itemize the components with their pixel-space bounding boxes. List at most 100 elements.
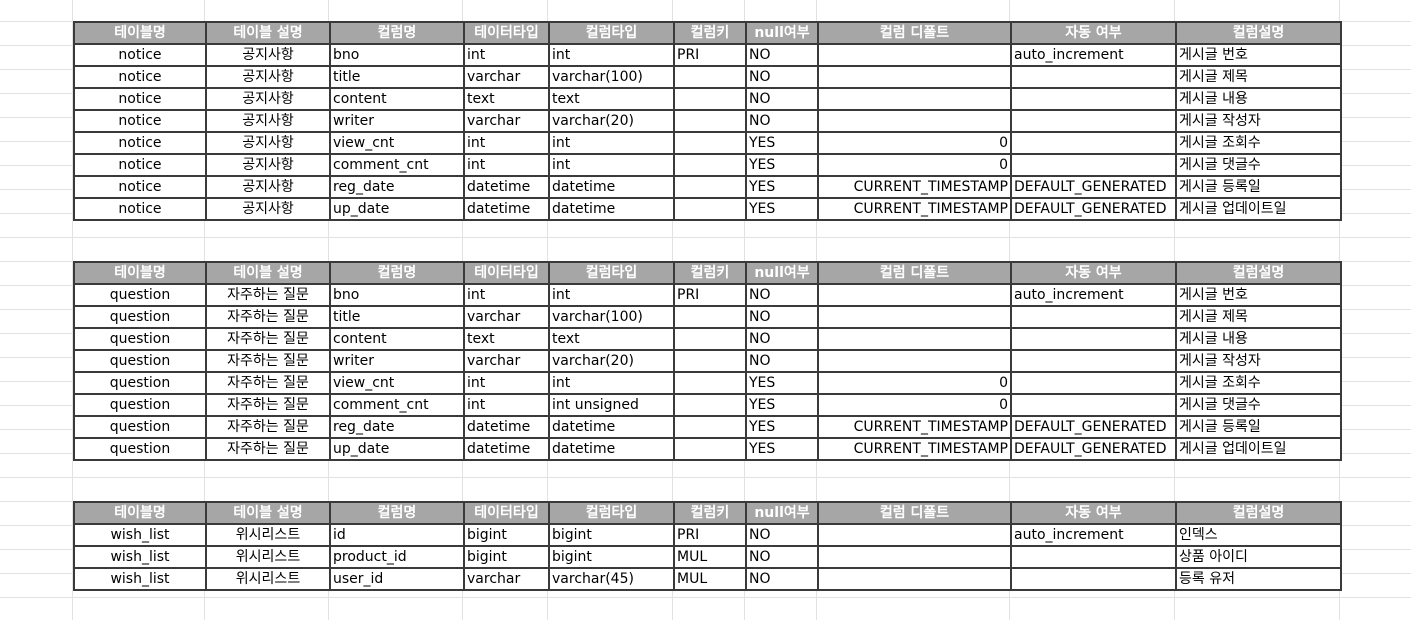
cell-table-name[interactable]: question — [74, 394, 206, 416]
cell-auto-flag[interactable]: auto_increment — [1011, 524, 1176, 546]
cell-nullable[interactable]: NO — [746, 350, 818, 372]
cell-column-default[interactable] — [818, 44, 1011, 66]
cell-table-name[interactable]: notice — [74, 132, 206, 154]
header-cell-table-desc[interactable]: 테이블 설명 — [206, 22, 330, 44]
cell-auto-flag[interactable] — [1011, 306, 1176, 328]
header-cell-column-default[interactable]: 컬럼 디폴트 — [818, 262, 1011, 284]
cell-data-type[interactable]: varchar — [464, 306, 549, 328]
cell-nullable[interactable]: YES — [746, 438, 818, 460]
cell-data-type[interactable]: datetime — [464, 416, 549, 438]
cell-column-default[interactable] — [818, 524, 1011, 546]
cell-table-name[interactable]: notice — [74, 88, 206, 110]
cell-table-name[interactable]: question — [74, 438, 206, 460]
cell-table-name[interactable]: notice — [74, 66, 206, 88]
cell-column-key[interactable] — [674, 176, 746, 198]
cell-auto-flag[interactable] — [1011, 154, 1176, 176]
cell-data-type[interactable]: varchar — [464, 568, 549, 590]
cell-column-type[interactable]: int — [549, 284, 674, 306]
cell-nullable[interactable]: YES — [746, 132, 818, 154]
cell-column-key[interactable] — [674, 88, 746, 110]
cell-column-default[interactable] — [818, 328, 1011, 350]
cell-nullable[interactable]: YES — [746, 394, 818, 416]
cell-column-default[interactable]: 0 — [818, 372, 1011, 394]
cell-column-desc[interactable]: 게시글 업데이트일 — [1176, 438, 1341, 460]
cell-table-name[interactable]: notice — [74, 154, 206, 176]
cell-table-name[interactable]: question — [74, 372, 206, 394]
cell-column-key[interactable] — [674, 132, 746, 154]
cell-table-desc[interactable]: 공지사항 — [206, 176, 330, 198]
cell-nullable[interactable]: NO — [746, 66, 818, 88]
cell-column-name[interactable]: content — [330, 328, 464, 350]
cell-column-default[interactable]: CURRENT_TIMESTAMP — [818, 176, 1011, 198]
cell-column-default[interactable] — [818, 284, 1011, 306]
cell-auto-flag[interactable]: auto_increment — [1011, 284, 1176, 306]
cell-column-desc[interactable]: 게시글 등록일 — [1176, 416, 1341, 438]
cell-auto-flag[interactable] — [1011, 110, 1176, 132]
header-cell-column-name[interactable]: 컬럼명 — [330, 22, 464, 44]
cell-column-name[interactable]: reg_date — [330, 416, 464, 438]
cell-table-desc[interactable]: 위시리스트 — [206, 568, 330, 590]
cell-auto-flag[interactable] — [1011, 66, 1176, 88]
cell-column-key[interactable] — [674, 394, 746, 416]
cell-column-type[interactable]: datetime — [549, 416, 674, 438]
cell-column-desc[interactable]: 인덱스 — [1176, 524, 1341, 546]
cell-nullable[interactable]: YES — [746, 416, 818, 438]
header-cell-table-desc[interactable]: 테이블 설명 — [206, 262, 330, 284]
header-cell-data-type[interactable]: 테이터타입 — [464, 502, 549, 524]
cell-data-type[interactable]: int — [464, 154, 549, 176]
cell-auto-flag[interactable]: auto_increment — [1011, 44, 1176, 66]
cell-auto-flag[interactable] — [1011, 372, 1176, 394]
cell-column-key[interactable] — [674, 154, 746, 176]
cell-column-default[interactable]: 0 — [818, 132, 1011, 154]
cell-table-name[interactable]: notice — [74, 110, 206, 132]
cell-column-desc[interactable]: 게시글 제목 — [1176, 306, 1341, 328]
header-cell-column-desc[interactable]: 컬럼설명 — [1176, 22, 1341, 44]
cell-column-desc[interactable]: 게시글 댓글수 — [1176, 154, 1341, 176]
cell-column-key[interactable]: PRI — [674, 284, 746, 306]
cell-column-type[interactable]: datetime — [549, 198, 674, 220]
cell-column-desc[interactable]: 게시글 조회수 — [1176, 372, 1341, 394]
cell-data-type[interactable]: varchar — [464, 66, 549, 88]
cell-auto-flag[interactable] — [1011, 350, 1176, 372]
cell-column-name[interactable]: bno — [330, 284, 464, 306]
cell-column-type[interactable]: text — [549, 88, 674, 110]
cell-column-desc[interactable]: 게시글 내용 — [1176, 88, 1341, 110]
cell-column-desc[interactable]: 게시글 조회수 — [1176, 132, 1341, 154]
header-cell-column-key[interactable]: 컬럼키 — [674, 22, 746, 44]
cell-column-key[interactable] — [674, 416, 746, 438]
cell-nullable[interactable]: YES — [746, 154, 818, 176]
header-cell-column-default[interactable]: 컬럼 디폴트 — [818, 22, 1011, 44]
cell-data-type[interactable]: datetime — [464, 198, 549, 220]
cell-column-key[interactable] — [674, 66, 746, 88]
cell-column-default[interactable] — [818, 350, 1011, 372]
cell-table-name[interactable]: question — [74, 306, 206, 328]
header-cell-column-key[interactable]: 컬럼키 — [674, 262, 746, 284]
cell-data-type[interactable]: int — [464, 132, 549, 154]
cell-table-desc[interactable]: 자주하는 질문 — [206, 350, 330, 372]
cell-column-desc[interactable]: 게시글 내용 — [1176, 328, 1341, 350]
cell-nullable[interactable]: NO — [746, 88, 818, 110]
cell-auto-flag[interactable]: DEFAULT_GENERATED — [1011, 438, 1176, 460]
cell-column-key[interactable]: MUL — [674, 568, 746, 590]
cell-data-type[interactable]: varchar — [464, 350, 549, 372]
cell-nullable[interactable]: NO — [746, 524, 818, 546]
header-cell-auto-flag[interactable]: 자동 여부 — [1011, 262, 1176, 284]
cell-nullable[interactable]: NO — [746, 110, 818, 132]
cell-column-default[interactable] — [818, 110, 1011, 132]
cell-nullable[interactable]: NO — [746, 568, 818, 590]
cell-column-name[interactable]: bno — [330, 44, 464, 66]
header-cell-column-type[interactable]: 컬럼타입 — [549, 22, 674, 44]
cell-column-desc[interactable]: 게시글 등록일 — [1176, 176, 1341, 198]
cell-column-name[interactable]: title — [330, 306, 464, 328]
cell-column-desc[interactable]: 게시글 작성자 — [1176, 110, 1341, 132]
cell-data-type[interactable]: int — [464, 284, 549, 306]
cell-table-name[interactable]: question — [74, 416, 206, 438]
cell-column-type[interactable]: varchar(20) — [549, 110, 674, 132]
cell-column-desc[interactable]: 게시글 번호 — [1176, 44, 1341, 66]
cell-auto-flag[interactable] — [1011, 568, 1176, 590]
cell-column-default[interactable]: CURRENT_TIMESTAMP — [818, 438, 1011, 460]
header-cell-nullable[interactable]: null여부 — [746, 262, 818, 284]
cell-column-desc[interactable]: 게시글 댓글수 — [1176, 394, 1341, 416]
cell-column-type[interactable]: int — [549, 132, 674, 154]
cell-column-desc[interactable]: 게시글 작성자 — [1176, 350, 1341, 372]
